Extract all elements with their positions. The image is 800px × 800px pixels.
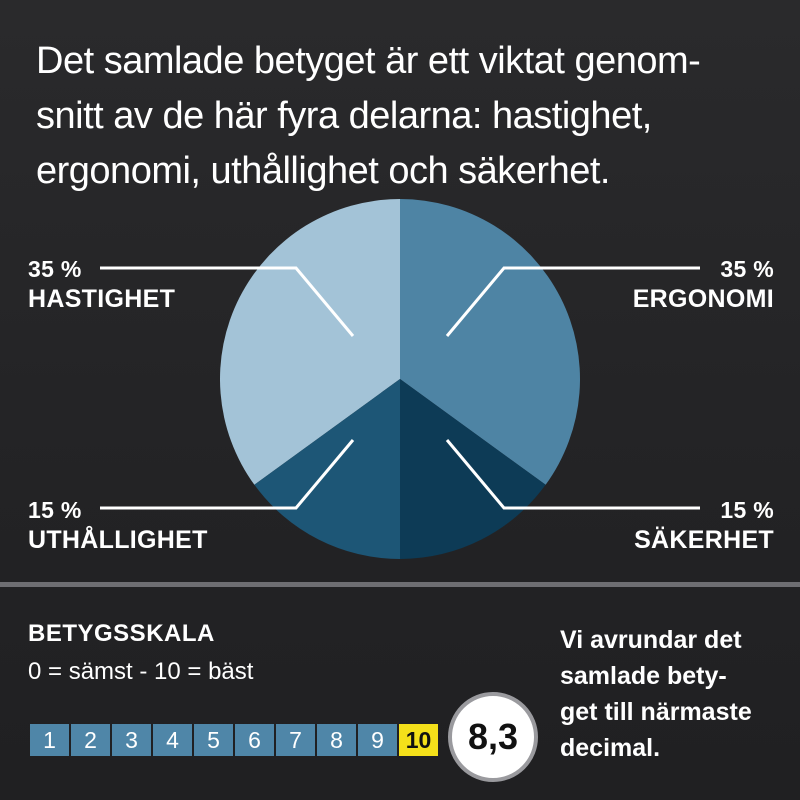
intro-line-2: snitt av de här fyra delarna: hastighet, xyxy=(36,95,652,137)
slice-hastighet xyxy=(220,199,400,485)
scale-step-7: 7 xyxy=(276,724,315,756)
scale-step-3: 3 xyxy=(112,724,151,756)
note-line-1: Vi avrundar det xyxy=(560,626,742,654)
scale-title: BETYGSSKALA xyxy=(28,620,215,647)
note-line-4: decimal. xyxy=(560,734,661,762)
scale-step-10: 10 xyxy=(399,724,438,756)
scale-step-4: 4 xyxy=(153,724,192,756)
sakerhet-name: SÄKERHET xyxy=(634,526,774,554)
note-line-2: samlade bety- xyxy=(560,662,727,690)
intro-text: Det samlade betyget är ett viktat genom-… xyxy=(36,34,776,199)
leader-uthallighet xyxy=(100,439,355,510)
section-divider xyxy=(0,582,800,587)
scale-step-9: 9 xyxy=(358,724,397,756)
label-ergonomi: 35 % ERGONOMI xyxy=(633,254,774,314)
leader-hastighet xyxy=(100,266,355,337)
hastighet-name: HASTIGHET xyxy=(28,285,176,313)
sakerhet-percent: 15 % xyxy=(720,497,774,523)
uthallighet-name: UTHÅLLIGHET xyxy=(28,526,208,554)
label-hastighet: 35 % HASTIGHET xyxy=(28,254,175,314)
scale-step-2: 2 xyxy=(71,724,110,756)
intro-line-3: ergonomi, uthållighet och säkerhet. xyxy=(36,150,610,192)
slice-ergonomi xyxy=(400,199,580,485)
ergonomi-name: ERGONOMI xyxy=(632,285,774,313)
uthallighet-percent: 15 % xyxy=(28,497,82,523)
rounding-note: Vi avrundar det samlade bety- get till n… xyxy=(560,622,790,766)
weight-pie-chart xyxy=(100,199,700,559)
scale-step-8: 8 xyxy=(317,724,356,756)
ergonomi-percent: 35 % xyxy=(720,256,774,282)
scale-step-5: 5 xyxy=(194,724,233,756)
leader-sakerhet xyxy=(445,439,700,510)
scale-steps: 1 2 3 4 5 6 7 8 9 10 xyxy=(30,724,438,756)
label-sakerhet: 15 % SÄKERHET xyxy=(634,495,774,555)
scale-step-6: 6 xyxy=(235,724,274,756)
leader-ergonomi xyxy=(445,266,700,337)
scale-step-1: 1 xyxy=(30,724,69,756)
scale-subtitle: 0 = sämst - 10 = bäst xyxy=(28,658,254,685)
note-line-3: get till närmaste xyxy=(560,698,752,726)
hastighet-percent: 35 % xyxy=(28,256,82,282)
label-uthallighet: 15 % UTHÅLLIGHET xyxy=(28,495,208,555)
intro-line-1: Det samlade betyget är ett viktat genom- xyxy=(36,40,701,82)
score-badge: 8,3 xyxy=(448,692,538,782)
